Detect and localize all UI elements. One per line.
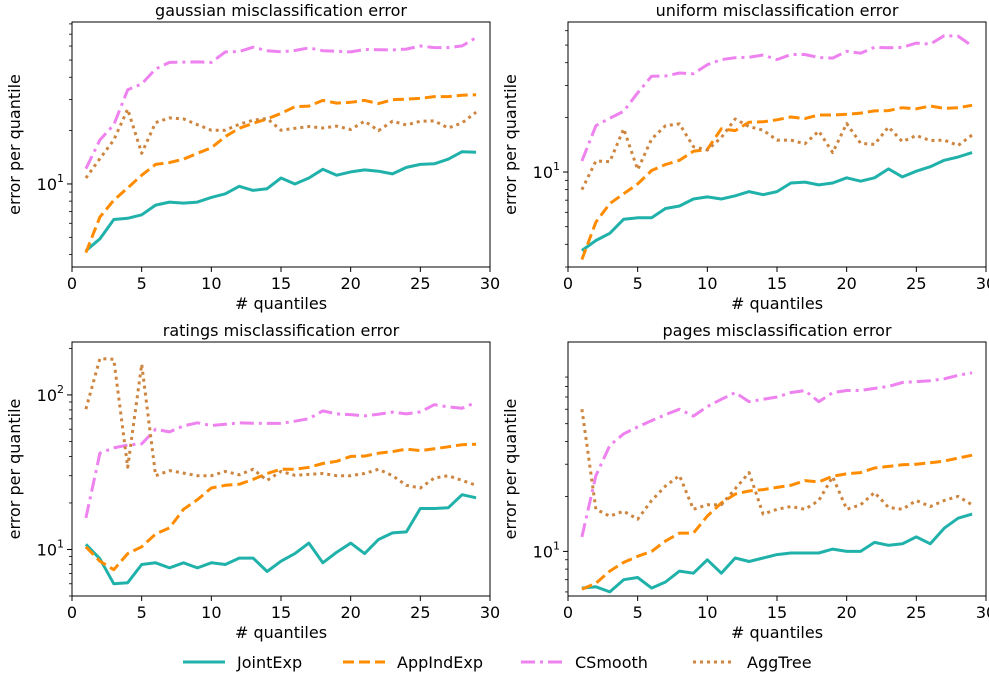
subplot-2: 0 5 10 15 20 25 30 101 uniform misclassification… [501,1,989,313]
x-tick-label: 20 [340,274,360,293]
subplot-title: gaussian misclassification error [155,1,407,20]
subplot-title: ratings misclassification error [163,321,400,340]
x-tick-label: 0 [563,274,573,293]
series-line-aggtree [580,408,973,521]
x-tick-label: 0 [67,603,77,622]
x-tick-label: 10 [201,603,221,622]
series-line-jointexp [581,151,973,252]
x-axis-label: # quantiles [731,623,823,642]
x-tick-label: 5 [137,274,147,293]
legend-label-csmooth: CSmooth [575,653,648,672]
x-tick-label: 25 [906,274,926,293]
y-axis-label: error per quantile [501,399,520,540]
x-tick-label: 30 [976,603,989,622]
x-tick-label: 15 [767,274,787,293]
y-tick-label: 101 [533,539,560,561]
x-tick-label: 25 [410,603,430,622]
x-tick-label: 15 [271,603,291,622]
x-tick-label: 0 [563,603,573,622]
x-tick-label: 5 [633,274,643,293]
series-line-csmooth [84,400,477,519]
y-tick-label: 101 [37,537,64,559]
series-line-jointexp [581,512,973,594]
y-tick-label: 101 [533,160,560,182]
plot-frame [71,21,491,268]
x-tick-label: 15 [767,603,787,622]
x-tick-label: 0 [67,274,77,293]
x-tick-label: 10 [697,603,717,622]
subplot-title: pages misclassification error [662,321,891,340]
x-axis-label: # quantiles [235,294,327,313]
legend-label-aggtree: AggTree [747,653,812,672]
legend: JointExp AppIndExp CSmooth AggTree [183,653,812,672]
y-tick-label: 101 [37,172,64,194]
x-tick-label: 20 [836,274,856,293]
legend-label-jointexp: JointExp [236,653,302,672]
series-line-csmooth [580,371,973,538]
series-line-csmooth [580,34,973,162]
series-line-jointexp [84,150,477,252]
series-line-csmooth [84,36,477,170]
x-axis-label: # quantiles [235,623,327,642]
x-tick-label: 25 [410,274,430,293]
x-tick-label: 10 [201,274,221,293]
y-tick-label: 102 [37,383,64,405]
series-line-aggtree [84,357,477,490]
x-axis-label: # quantiles [731,294,823,313]
subplot-1: 0 5 10 15 20 25 30 101 gaussian misclassificatio… [5,1,500,313]
series-line-aggtree [84,107,478,179]
x-tick-label: 10 [697,274,717,293]
x-tick-label: 30 [976,274,989,293]
x-tick-label: 20 [340,603,360,622]
series-line-jointexp [84,493,477,586]
series-line-aggtree [580,117,973,191]
y-axis-label: error per quantile [501,74,520,215]
y-axis-label: error per quantile [5,399,24,540]
subplot-title: uniform misclassification error [656,1,899,20]
series-line-appindexp [84,93,477,254]
x-tick-label: 25 [906,603,926,622]
y-axis-label: error per quantile [5,74,24,215]
x-tick-label: 20 [836,603,856,622]
series-line-appindexp [581,453,973,591]
subplot-3: 0 5 10 15 20 25 30 101 102 ratings misclassificat… [5,321,500,642]
legend-label-appindexp: AppIndExp [397,653,483,672]
x-tick-label: 30 [480,603,500,622]
x-tick-label: 15 [271,274,291,293]
subplot-4: 0 5 10 15 20 25 30 101 pages misclassification e… [501,321,989,642]
x-tick-label: 5 [633,603,643,622]
series-line-appindexp [84,442,477,572]
x-tick-label: 5 [137,603,147,622]
plot-frame [71,341,491,597]
x-tick-label: 30 [480,274,500,293]
series-line-appindexp [580,103,973,261]
